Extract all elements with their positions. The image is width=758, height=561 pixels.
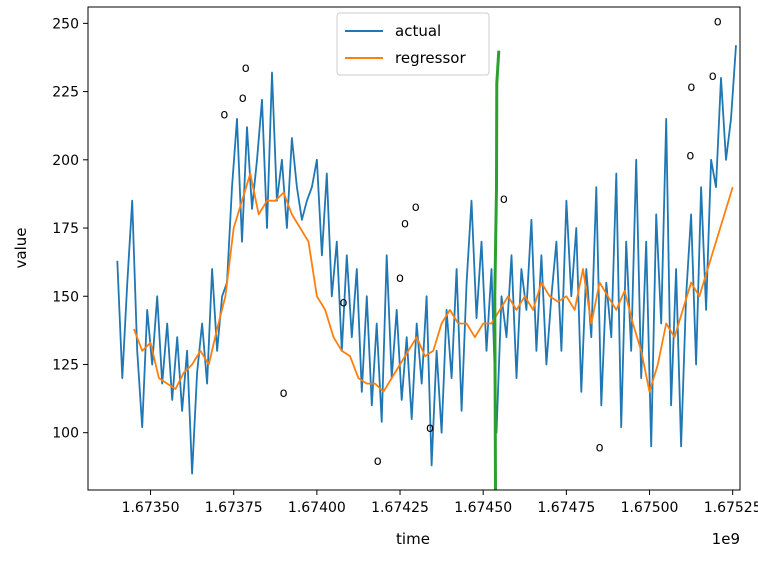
x-tick-label-4: 1.67450	[454, 500, 512, 516]
y-tick-label-3: 175	[52, 221, 79, 237]
marker-label-4: o	[340, 296, 348, 311]
y-axis-label: value	[12, 228, 30, 269]
x-tick-label-7: 1.67525	[704, 500, 758, 516]
series-layer	[116, 45, 737, 490]
axis-layer: 1.67350 1.67375 1.67400 1.67425 1.67450 1.674…	[52, 16, 758, 516]
x-axis-label: time	[396, 530, 430, 548]
y-tick-label-0: 100	[52, 426, 79, 442]
y-tick-label-2: 150	[52, 289, 79, 305]
x-tick-label-0: 1.67350	[122, 500, 180, 516]
x-axis-offset-label: 1e9	[712, 530, 740, 548]
marker-label-0: o	[220, 107, 228, 122]
series-line-regressor	[133, 172, 734, 393]
legend: actual regressor	[336, 12, 490, 76]
legend-box	[336, 12, 490, 76]
x-tick-label-5: 1.67475	[537, 500, 595, 516]
y-tick-label-4: 200	[52, 153, 79, 169]
marker-label-5: o	[374, 454, 382, 469]
y-tick-label-5: 225	[52, 85, 79, 101]
marker-label-15: o	[714, 15, 722, 30]
marker-label-11: o	[596, 440, 604, 455]
marker-label-8: o	[412, 200, 420, 215]
plot-area-frame	[87, 6, 741, 491]
marker-label-2: o	[242, 61, 250, 76]
legend-label-actual: actual	[395, 22, 441, 40]
marker-label-10: o	[500, 192, 508, 207]
marker-label-7: o	[401, 217, 409, 232]
x-tick-label-3: 1.67425	[371, 500, 429, 516]
legend-label-regressor: regressor	[395, 49, 466, 67]
marker-label-6: o	[396, 271, 404, 286]
x-tick-label-2: 1.67400	[288, 500, 346, 516]
marker-label-12: o	[687, 80, 695, 95]
marker-label-3: o	[280, 386, 288, 401]
marker-label-13: o	[686, 148, 694, 163]
marker-label-14: o	[709, 69, 717, 84]
x-tick-label-1: 1.67375	[205, 500, 263, 516]
y-tick-label-6: 250	[52, 16, 79, 32]
vertical-marker-line	[493, 50, 501, 490]
marker-label-1: o	[239, 91, 247, 106]
x-tick-label-6: 1.67500	[621, 500, 679, 516]
y-tick-label-1: 125	[52, 357, 79, 373]
marker-label-9: o	[426, 421, 434, 436]
